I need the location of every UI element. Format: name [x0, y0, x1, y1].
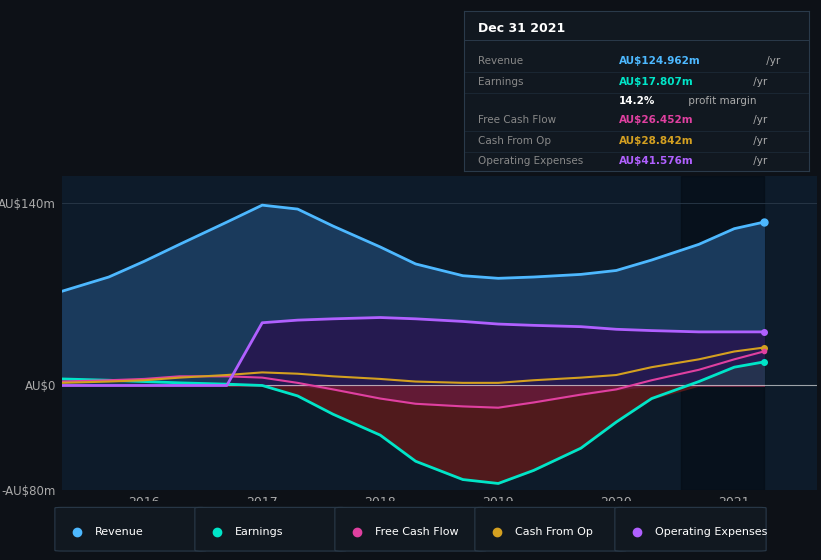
Text: Earnings: Earnings	[235, 527, 283, 537]
Text: /yr: /yr	[750, 136, 768, 146]
Text: Dec 31 2021: Dec 31 2021	[478, 22, 565, 35]
Text: Operating Expenses: Operating Expenses	[655, 527, 768, 537]
Text: Operating Expenses: Operating Expenses	[478, 156, 583, 166]
Text: AU$26.452m: AU$26.452m	[619, 115, 694, 125]
Text: /yr: /yr	[750, 77, 768, 87]
Text: AU$41.576m: AU$41.576m	[619, 156, 694, 166]
FancyBboxPatch shape	[195, 507, 346, 551]
FancyBboxPatch shape	[335, 507, 486, 551]
Text: Earnings: Earnings	[478, 77, 523, 87]
Text: Free Cash Flow: Free Cash Flow	[375, 527, 459, 537]
FancyBboxPatch shape	[615, 507, 766, 551]
Text: 14.2%: 14.2%	[619, 96, 655, 106]
Text: AU$28.842m: AU$28.842m	[619, 136, 694, 146]
Text: Cash From Op: Cash From Op	[515, 527, 593, 537]
Text: /yr: /yr	[764, 56, 781, 66]
Text: AU$17.807m: AU$17.807m	[619, 77, 694, 87]
Text: Revenue: Revenue	[478, 56, 523, 66]
Text: Revenue: Revenue	[95, 527, 144, 537]
Text: profit margin: profit margin	[685, 96, 756, 106]
Text: Free Cash Flow: Free Cash Flow	[478, 115, 556, 125]
Text: /yr: /yr	[750, 156, 768, 166]
FancyBboxPatch shape	[475, 507, 626, 551]
FancyBboxPatch shape	[55, 507, 206, 551]
Text: /yr: /yr	[750, 115, 768, 125]
Bar	[681, 176, 764, 490]
Text: Cash From Op: Cash From Op	[478, 136, 551, 146]
Text: AU$124.962m: AU$124.962m	[619, 56, 701, 66]
